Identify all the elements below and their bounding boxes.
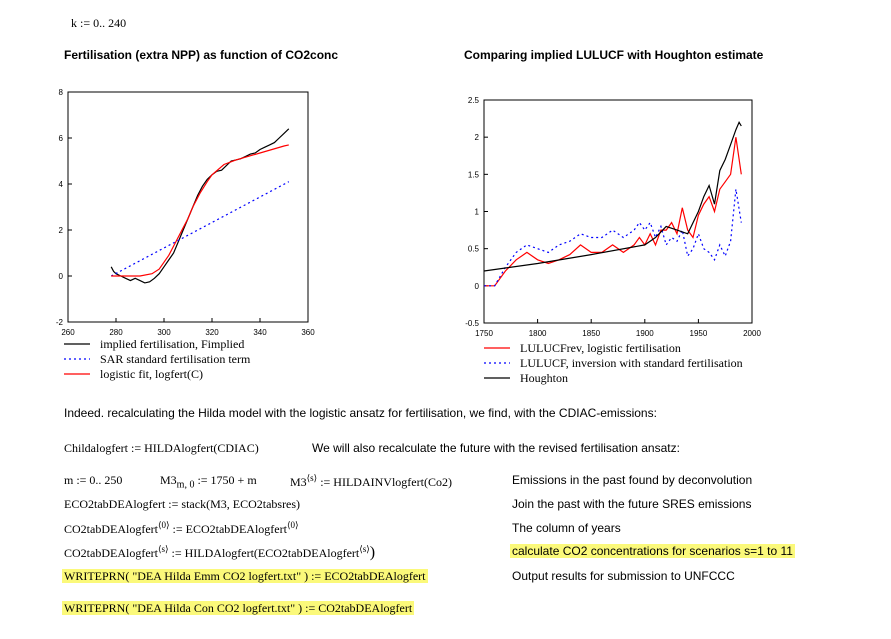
- chart1-ytick-label: 2: [59, 226, 64, 235]
- chart1-series-2-line: [111, 144, 289, 277]
- co2tab0-lhs: CO2tabDEAlogfert: [64, 522, 158, 536]
- writeprn-emissions-text: WRITEPRN( "DEA Hilda Emm CO2 logfert.txt…: [62, 569, 428, 583]
- chart1-series-0-line: [110, 128, 290, 284]
- chart2-xtick-label: 1950: [690, 329, 708, 338]
- chart1-xtick-label: 280: [109, 328, 123, 337]
- writeprn-emissions[interactable]: WRITEPRN( "DEA Hilda Emm CO2 logfert.txt…: [62, 569, 428, 584]
- future-note: We will also recalculate the future with…: [312, 441, 680, 455]
- range-definition[interactable]: k := 0.. 240: [71, 16, 127, 30]
- chart1-plot-area: [67, 91, 309, 323]
- co2tabs-rhs-sup: ⟨s⟩: [359, 544, 370, 554]
- chart1-ytick-label: 4: [59, 180, 64, 189]
- chart2-xtick-label: 1800: [529, 329, 547, 338]
- chart1-xtick-label: 360: [301, 328, 315, 337]
- co2tabs-rhs: := HILDAlogfert(ECO2tabDEAlogfert: [171, 546, 360, 560]
- m3-assignment[interactable]: M3m, 0 := 1750 + m: [160, 473, 257, 490]
- chart2-xtick-label: 1900: [636, 329, 654, 338]
- chart2-plot-area: [483, 99, 753, 324]
- chart1-ytick-label: 0: [59, 272, 64, 281]
- chart2-ytick-label: 0.5: [468, 245, 480, 254]
- m3-rhs: := 1750 + m: [197, 473, 257, 487]
- chart2-ytick-label: 2: [475, 133, 480, 142]
- eco2-stack-expression[interactable]: ECO2tabDEAlogfert := stack(M3, ECO2tabsr…: [64, 497, 301, 511]
- desc-deconvolution: Emissions in the past found by deconvolu…: [512, 473, 753, 487]
- chart1-series-1-line: [110, 181, 290, 277]
- chart1-fertilisation[interactable]: 260 280 300 320 340 360 -2 0 2 4 6 8 implied fertil…: [40, 84, 330, 394]
- m3s-rhs: := HILDAINVlogfert(Co2): [320, 475, 452, 489]
- m3-lhs: M3: [160, 473, 177, 487]
- chart2-xtick-label: 1850: [582, 329, 600, 338]
- chart2-legend-label-2: Houghton: [520, 371, 568, 385]
- desc-scenarios: calculate CO2 concentrations for scenari…: [510, 544, 795, 558]
- desc-years: The column of years: [512, 521, 621, 535]
- intro-paragraph: Indeed. recalculating the Hilda model wi…: [64, 406, 657, 420]
- co2tab-col0-assignment[interactable]: CO2tabDEAlogfert⟨0⟩ := ECO2tabDEAlogfert…: [64, 520, 298, 537]
- chart2-legend-label-1: LULUCF, inversion with standard fertilis…: [520, 356, 743, 370]
- chart2-ytick-label: -0.5: [465, 319, 479, 328]
- desc-output: Output results for submission to UNFCCC: [512, 569, 735, 583]
- chart1-legend-label-0: implied fertilisation, Fimplied: [100, 337, 244, 351]
- chart1-xtick-label: 260: [61, 328, 75, 337]
- writeprn-concentrations-text: WRITEPRN( "DEA Hilda Con CO2 logfert.txt…: [62, 601, 415, 615]
- chart2-ytick-label: 2.5: [468, 96, 480, 105]
- m3s-superscript: ⟨s⟩: [306, 473, 318, 483]
- chart2-series-2-line: [483, 120, 742, 272]
- co2tabs-lhs: CO2tabDEAlogfert: [64, 546, 158, 560]
- co2tab0-sup: ⟨0⟩: [157, 520, 170, 530]
- co2tab0-rhs-sup: ⟨0⟩: [286, 520, 299, 530]
- chart2-xtick-label: 1750: [475, 329, 493, 338]
- co2tab-s-assignment[interactable]: CO2tabDEAlogfert⟨s⟩ := HILDAlogfert(ECO2…: [64, 544, 375, 562]
- childa-expression[interactable]: Childalogfert := HILDAlogfert(CDIAC): [64, 441, 259, 455]
- chart2-ytick-label: 1: [475, 208, 480, 217]
- chart1-ytick-label: 8: [59, 88, 64, 97]
- chart2-legend-label-0: LULUCFrev, logistic fertilisation: [520, 341, 681, 355]
- chart1-xtick-label: 340: [253, 328, 267, 337]
- chart1-xtick-label: 300: [157, 328, 171, 337]
- chart1-ytick-label: -2: [56, 318, 64, 327]
- co2tabs-close: ): [369, 544, 376, 561]
- chart2-ytick-label: 1.5: [468, 170, 480, 179]
- m-definition[interactable]: m := 0.. 250: [64, 473, 123, 487]
- chart1-legend-label-2: logistic fit, logfert(C): [100, 367, 203, 381]
- co2tabs-sup: ⟨s⟩: [157, 544, 169, 554]
- chart2-xtick-label: 2000: [743, 329, 761, 338]
- chart2-lulucf[interactable]: 1750 1800 1850 1900 1950 2000 -0.5 0 0.5 1 1.5 2 2.5…: [450, 90, 770, 390]
- desc-join: Join the past with the future SRES emiss…: [512, 497, 752, 511]
- chart1-title: Fertilisation (extra NPP) as function of…: [64, 48, 339, 62]
- chart1-legend-label-1: SAR standard fertilisation term: [100, 352, 251, 366]
- m3s-lhs: M3: [290, 475, 307, 489]
- co2tab0-rhs: := ECO2tabDEAlogfert: [172, 522, 287, 536]
- writeprn-concentrations[interactable]: WRITEPRN( "DEA Hilda Con CO2 logfert.txt…: [62, 601, 415, 616]
- m3-subscript: m, 0: [176, 479, 195, 491]
- chart1-xtick-label: 320: [205, 328, 219, 337]
- chart2-ytick-label: 0: [475, 282, 480, 291]
- chart2-title: Comparing implied LULUCF with Houghton e…: [464, 48, 764, 62]
- m3s-assignment[interactable]: M3⟨s⟩ := HILDAINVlogfert(Co2): [290, 473, 452, 490]
- chart1-ytick-label: 6: [59, 134, 64, 143]
- desc-scenarios-text: calculate CO2 concentrations for scenari…: [510, 544, 795, 558]
